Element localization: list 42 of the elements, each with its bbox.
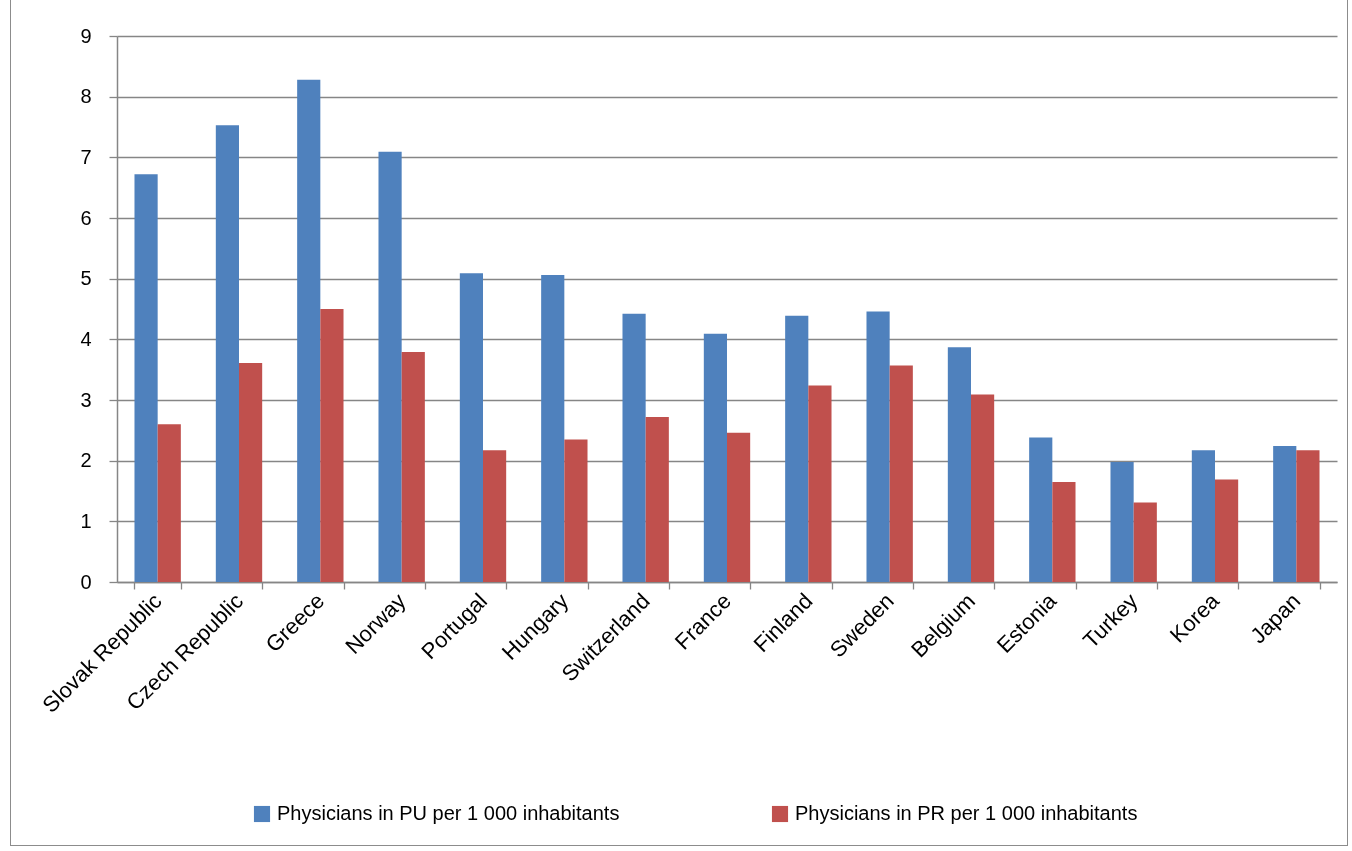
bar: [947, 347, 971, 582]
bar: [215, 125, 239, 582]
bar: [889, 365, 913, 582]
bar: [564, 439, 588, 582]
bar: [239, 362, 263, 582]
bar: [459, 273, 483, 582]
bar: [1296, 450, 1320, 582]
bar: [785, 315, 809, 582]
y-tick-label: 0: [80, 570, 92, 593]
y-tick-label: 5: [80, 267, 92, 290]
bar: [320, 309, 344, 582]
bar: [401, 352, 425, 582]
bar: [727, 432, 751, 582]
y-tick-label: 3: [80, 388, 92, 411]
y-tick-label: 9: [80, 24, 92, 47]
legend-label: Physicians in PR per 1 000 inhabitants: [795, 802, 1138, 824]
bar: [1215, 479, 1239, 582]
bar: [1052, 481, 1076, 582]
y-tick-label: 7: [80, 145, 92, 168]
bar: [1191, 450, 1215, 582]
legend-label: Physicians in PU per 1 000 inhabitants: [277, 802, 620, 824]
bar: [541, 275, 565, 582]
bar: [1273, 446, 1297, 582]
bar: [134, 174, 158, 582]
bar: [297, 79, 321, 582]
bar: [808, 385, 832, 582]
bar: [1133, 502, 1157, 582]
bar: [622, 313, 646, 582]
bar: [971, 394, 995, 582]
bar: [1110, 461, 1134, 582]
bar: [483, 450, 507, 582]
y-tick-label: 6: [80, 206, 92, 229]
y-tick-label: 2: [80, 449, 92, 472]
y-tick-label: 4: [80, 327, 92, 350]
bar: [703, 333, 727, 582]
y-tick-label: 1: [80, 509, 92, 532]
bar: [157, 424, 181, 582]
bar: [645, 416, 669, 582]
y-tick-label: 8: [80, 85, 92, 108]
bar: [1029, 437, 1053, 582]
bar: [866, 311, 890, 582]
bar: [378, 151, 402, 582]
